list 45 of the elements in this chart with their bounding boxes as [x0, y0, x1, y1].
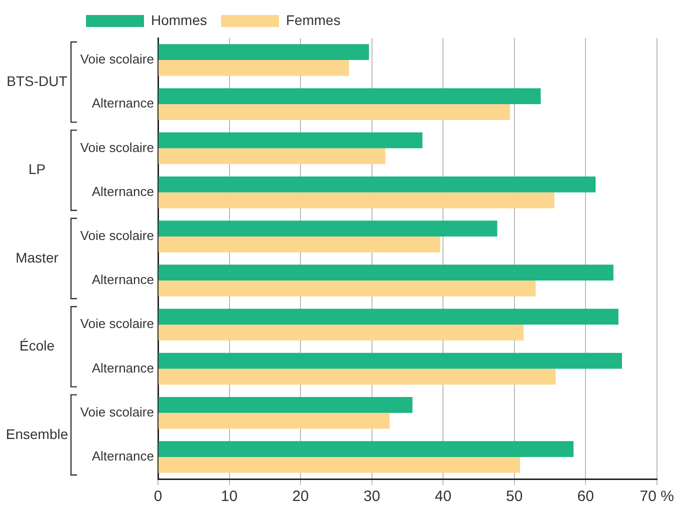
x-tick-label: 50 [506, 488, 523, 506]
legend-label: Hommes [151, 12, 208, 28]
x-tick-label: 20 [292, 488, 309, 506]
y-tick-label: Alternance [92, 96, 154, 111]
x-tick-label: 60 [577, 488, 594, 506]
text: Ensemble [6, 426, 68, 442]
y-tick-label: Voie scolaire [80, 316, 154, 332]
bar [158, 456, 520, 473]
y-tick-label: Voie scolaire [80, 52, 154, 67]
y-tick-label: Alternance [92, 272, 154, 288]
legend-label: Femmes [286, 12, 340, 28]
bar [158, 88, 541, 104]
bar [158, 441, 574, 457]
bar [158, 264, 614, 281]
text: Master [16, 249, 59, 266]
y-tick-label: Voie scolaire [80, 140, 154, 155]
bar [158, 132, 422, 148]
bar [158, 148, 386, 164]
y-tick-label: Alternance [92, 184, 154, 199]
bar [158, 236, 440, 252]
x-tick-label: 0 [154, 488, 162, 506]
bar [158, 220, 498, 236]
y-tick-label: Voie scolaire [80, 404, 154, 420]
x-tick-label: 10 [220, 488, 238, 506]
y-tick-label: Alternance [92, 448, 154, 464]
bar [158, 324, 524, 341]
bar [158, 396, 412, 413]
x-tick-label: 30 [363, 488, 380, 506]
bar [158, 352, 622, 369]
bar [158, 60, 350, 76]
x-tick-label: 40 [434, 488, 452, 506]
bar [158, 192, 554, 208]
text: BTS-DUT [6, 72, 68, 89]
text: École [19, 338, 55, 354]
bar [158, 412, 390, 429]
bar [158, 44, 369, 60]
bar [158, 368, 556, 385]
y-tick-label: Voie scolaire [80, 228, 154, 244]
x-tick-label: 70 % [640, 488, 674, 506]
bar [158, 104, 510, 120]
text: LP [28, 161, 46, 178]
bar [158, 308, 618, 325]
y-tick-label: Alternance [92, 360, 154, 376]
bar [158, 280, 536, 296]
bar [158, 176, 596, 192]
